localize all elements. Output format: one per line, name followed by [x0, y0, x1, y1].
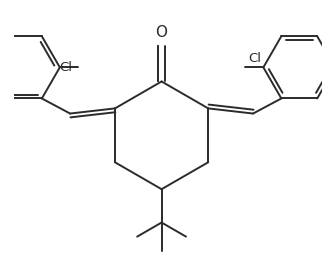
- Text: Cl: Cl: [248, 52, 261, 65]
- Text: Cl: Cl: [59, 61, 73, 74]
- Text: O: O: [156, 25, 168, 40]
